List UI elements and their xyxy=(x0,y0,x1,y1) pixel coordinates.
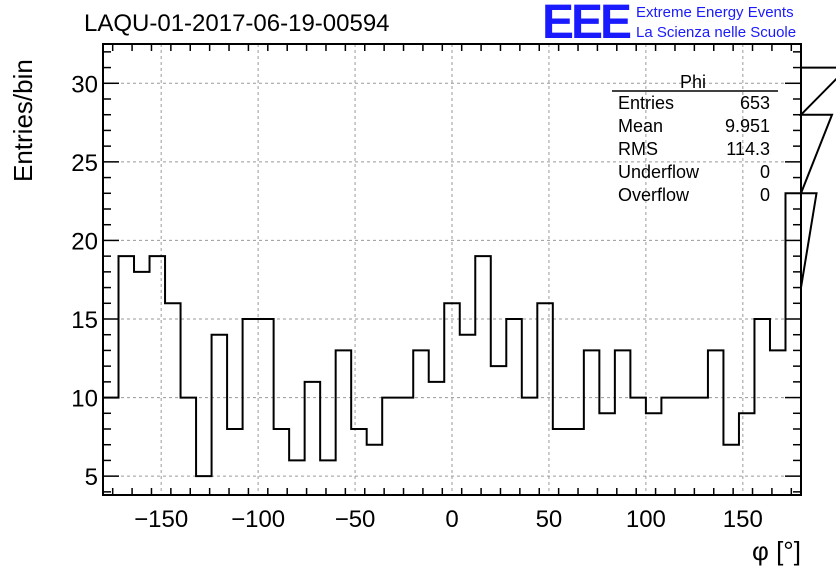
logo-subtitle-1: Extreme Energy Events xyxy=(636,4,794,21)
grid-layer xyxy=(103,44,801,495)
tick-labels: −150 −100 −50 0 50 100 150 5 10 15 20 25 30 xyxy=(71,71,763,533)
stats-underflow-label: Underflow xyxy=(618,162,700,182)
x-tick-label: 50 xyxy=(536,506,563,533)
stats-rms-label: RMS xyxy=(618,139,658,159)
chart-title: LAQU-01-2017-06-19-00594 xyxy=(84,10,390,37)
stats-entries-label: Entries xyxy=(618,93,675,113)
stats-mean-label: Mean xyxy=(618,116,664,136)
stats-underflow-value: 0 xyxy=(759,162,770,182)
stats-entries-value: 653 xyxy=(739,93,770,113)
x-tick-label: 100 xyxy=(626,506,666,533)
x-tick-label: 150 xyxy=(723,506,763,533)
y-tick-label: 5 xyxy=(85,464,98,491)
stats-rms-value: 114.3 xyxy=(726,139,770,159)
y-tick-label: 10 xyxy=(71,386,98,413)
x-tick-label: −150 xyxy=(134,506,188,533)
axis-ticks xyxy=(103,44,801,495)
y-axis-label: Entries/bin xyxy=(8,59,38,182)
x-tick-label: 0 xyxy=(445,506,458,533)
logo-subtitle-2: La Scienza nelle Scuole xyxy=(636,24,797,41)
y-tick-label: 25 xyxy=(71,150,98,177)
x-tick-label: −50 xyxy=(335,506,376,533)
y-tick-label: 15 xyxy=(71,307,98,334)
stats-mean-value: 9.951 xyxy=(724,116,770,136)
stats-overflow-value: 0 xyxy=(759,185,770,205)
stats-overflow-label: Overflow xyxy=(618,185,690,205)
y-tick-label: 30 xyxy=(71,71,98,98)
stats-box-title: Phi xyxy=(680,72,707,92)
histogram-series-line xyxy=(103,66,836,478)
eee-logo: EEE xyxy=(542,0,632,49)
x-tick-label: −100 xyxy=(231,506,285,533)
y-tick-label: 20 xyxy=(71,228,98,255)
plot-frame xyxy=(102,43,802,496)
x-axis-label: φ [°] xyxy=(752,536,801,566)
